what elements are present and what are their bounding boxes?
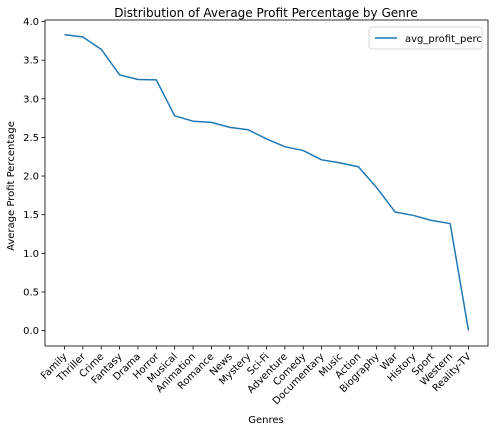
- plot-frame: [44, 19, 489, 347]
- y-tick-label: 4.0: [23, 17, 39, 28]
- y-tick-label: 1.5: [23, 210, 39, 221]
- y-tick-label: 3.0: [23, 94, 39, 105]
- chart-title: Distribution of Average Profit Percentag…: [114, 6, 418, 20]
- legend-label-avg-profit-perc: avg_profit_perc: [405, 34, 482, 45]
- y-tick-label: 0.5: [23, 287, 39, 298]
- y-axis-label: Average Profit Percentage: [6, 121, 17, 251]
- series-line-avg-profit-perc: [64, 33, 470, 331]
- y-axis: 0.0 0.5 1.0 1.5 2.0 2.5 3.0 3.5 4.0: [23, 17, 45, 337]
- y-tick-label: 3.5: [23, 56, 39, 67]
- x-axis: FamilyThrillerCrimeFantasyDramaHorrorMus…: [39, 346, 474, 407]
- y-tick-label: 1.0: [23, 249, 39, 260]
- legend: avg_profit_perc: [368, 26, 483, 50]
- y-tick-label: 0.0: [23, 326, 39, 337]
- series-layer: [64, 33, 470, 331]
- y-tick-label: 2.5: [23, 133, 39, 144]
- y-tick-label: 2.0: [23, 172, 39, 183]
- x-axis-label: Genres: [248, 415, 284, 426]
- legend-box: [368, 26, 483, 50]
